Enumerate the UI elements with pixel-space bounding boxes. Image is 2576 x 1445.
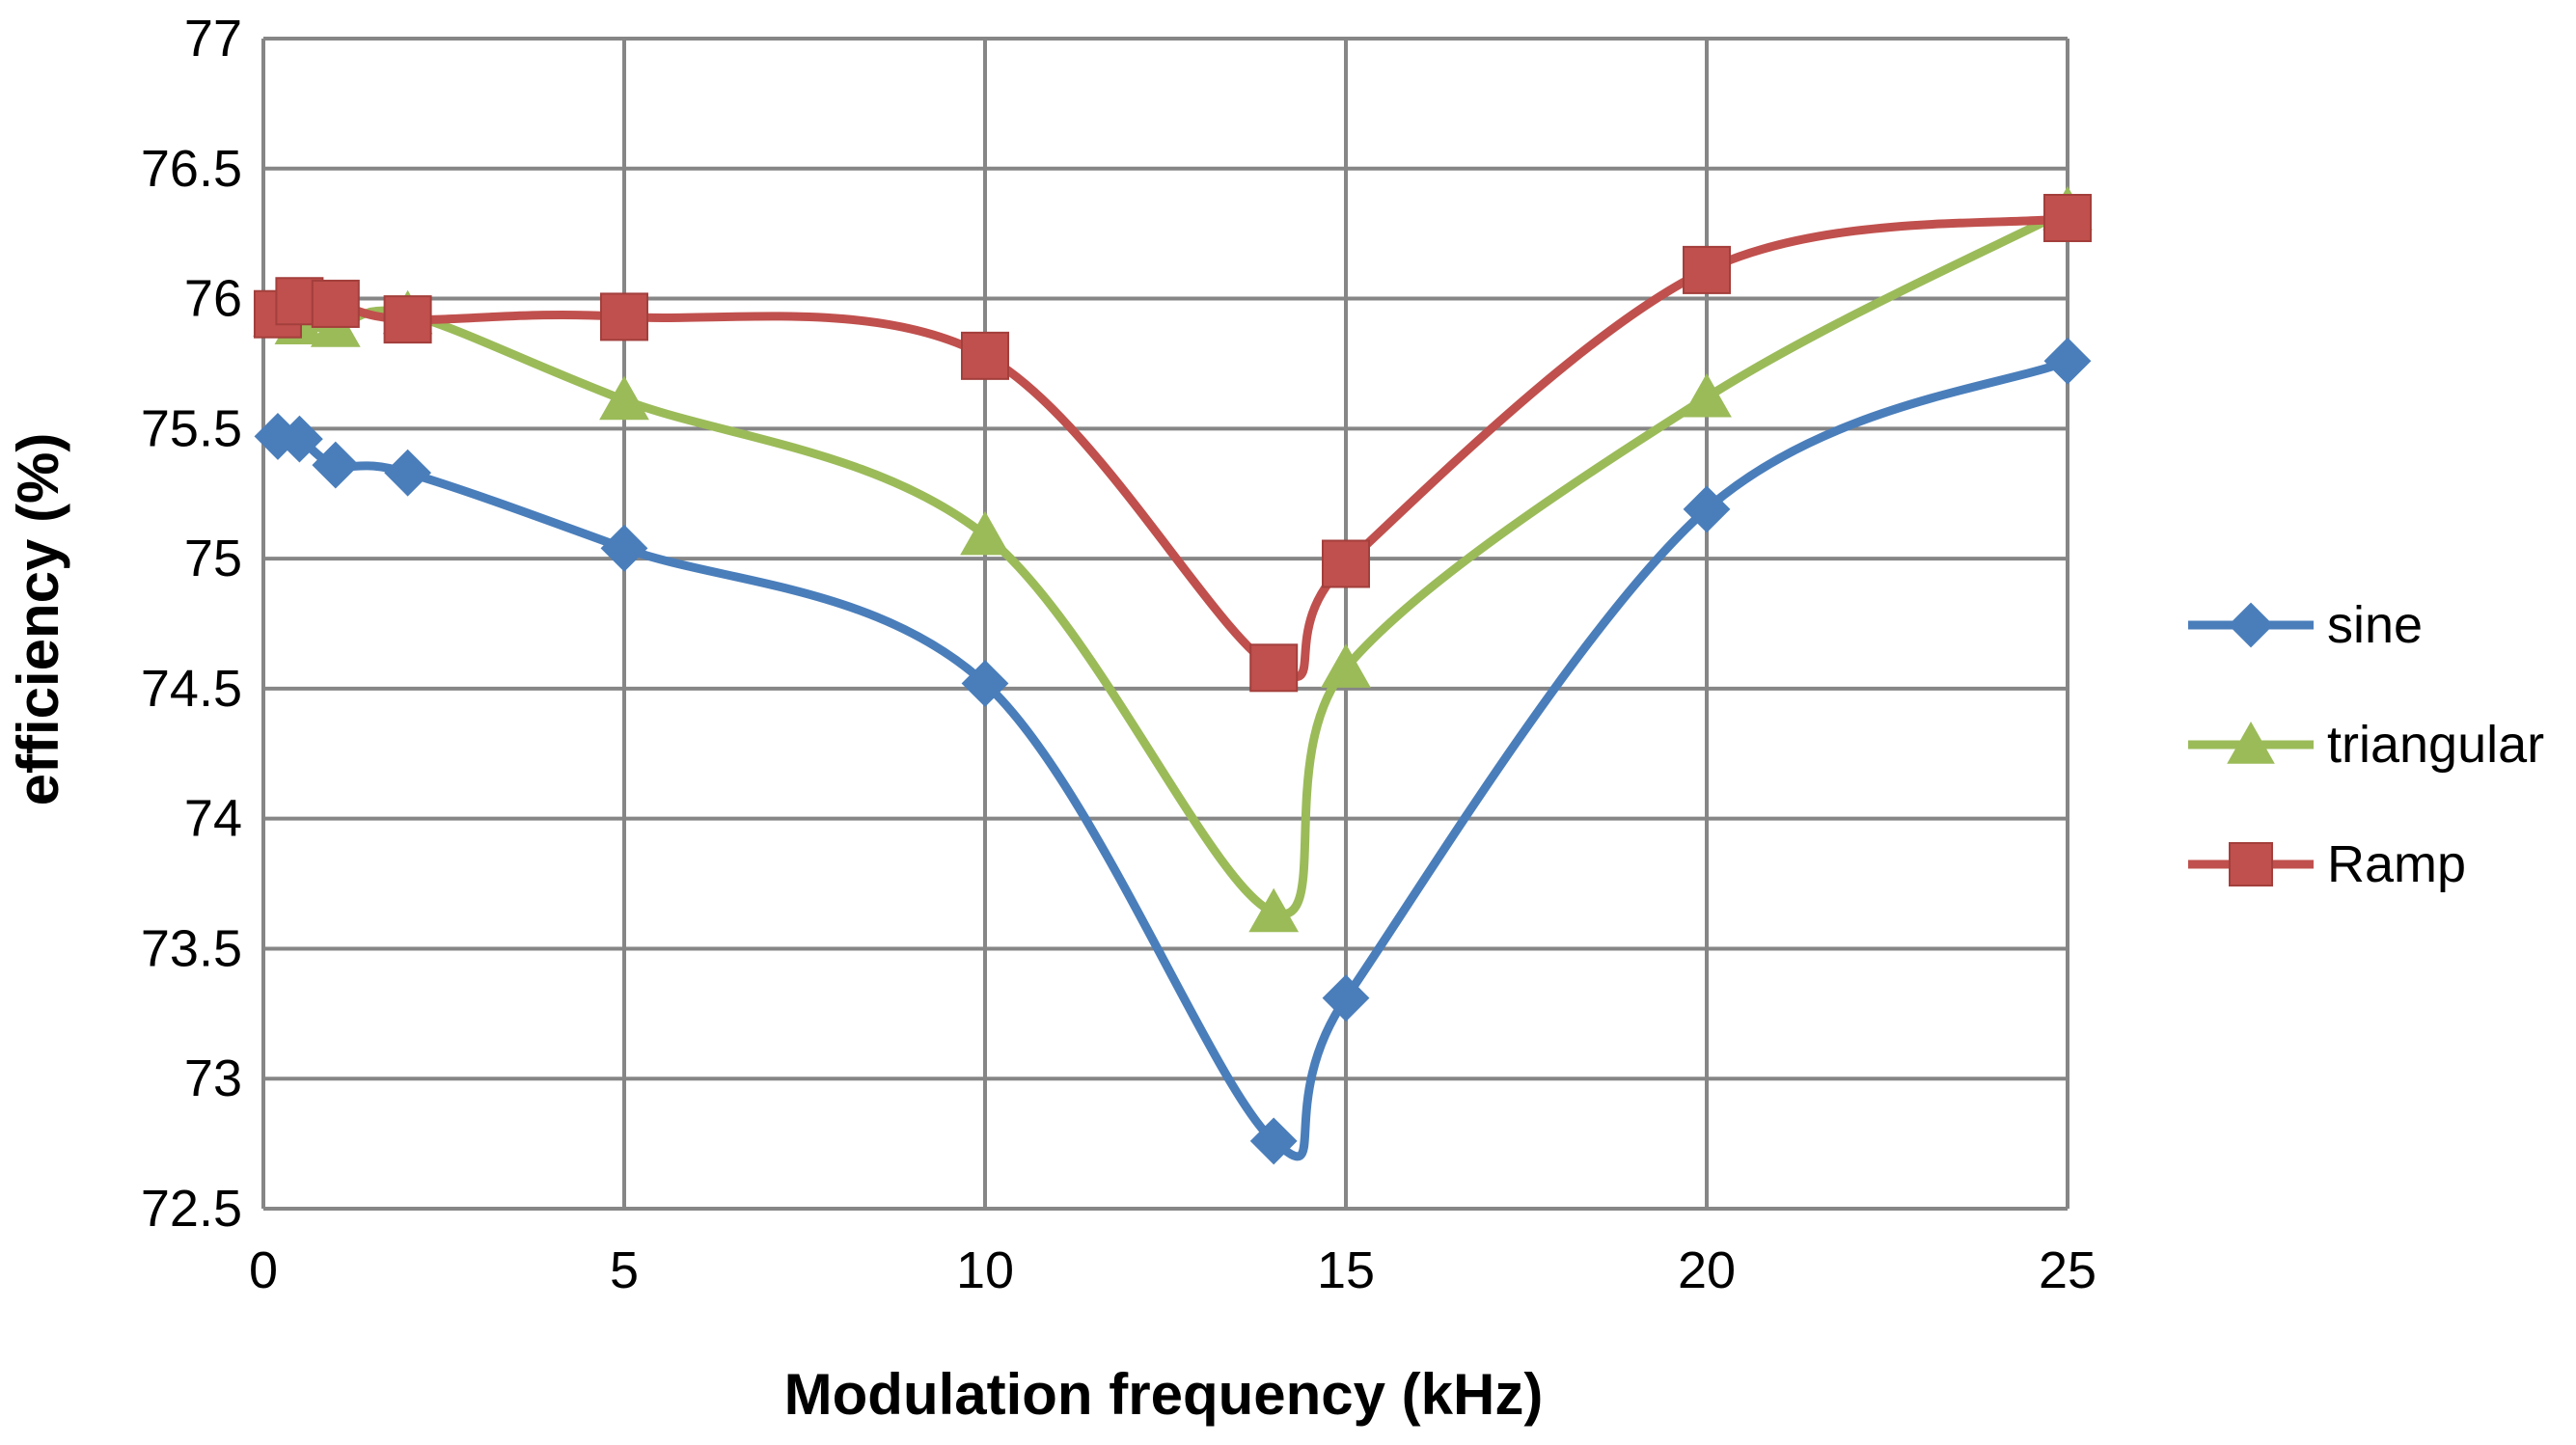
x-tick-label: 25 xyxy=(2039,1241,2096,1299)
x-tick-label: 10 xyxy=(956,1241,1014,1299)
y-tick-label: 74.5 xyxy=(141,660,242,718)
y-tick-label: 76.5 xyxy=(141,140,242,198)
x-tick-label: 15 xyxy=(1317,1241,1375,1299)
data-point-sine xyxy=(2043,337,2092,385)
data-point-triangular xyxy=(1248,887,1300,933)
series-line-sine xyxy=(273,356,2072,1161)
data-point-triangular xyxy=(599,375,649,421)
data-point-sine xyxy=(600,524,648,572)
series-line-ramp xyxy=(273,213,2072,682)
y-tick-label: 75.5 xyxy=(141,399,242,457)
y-tick-label: 73 xyxy=(184,1050,242,1107)
data-point-ramp xyxy=(1322,539,1370,588)
legend: sine triangular Ramp xyxy=(2188,596,2544,893)
data-point-ramp xyxy=(383,295,432,344)
data-point-triangular xyxy=(1682,372,1732,418)
data-point-ramp xyxy=(1683,245,1731,294)
data-point-ramp xyxy=(961,331,1009,380)
x-tick-label: 20 xyxy=(1678,1241,1736,1299)
data-point-triangular xyxy=(960,510,1010,556)
y-tick-label: 75 xyxy=(184,530,242,587)
legend-item-ramp: Ramp xyxy=(2188,835,2466,893)
y-tick-label: 73.5 xyxy=(141,919,242,977)
data-point-ramp xyxy=(600,292,648,341)
x-tick-label: 5 xyxy=(610,1241,639,1299)
legend-label: sine xyxy=(2327,596,2423,654)
data-point-sine xyxy=(312,441,360,489)
data-markers xyxy=(253,185,2093,1165)
legend-marker xyxy=(2229,842,2273,886)
legend-marker xyxy=(2227,721,2275,764)
legend-label: triangular xyxy=(2327,716,2544,774)
data-point-ramp xyxy=(311,279,360,328)
legend-item-triangular: triangular xyxy=(2188,716,2544,774)
x-axis-title: Modulation frequency (kHz) xyxy=(784,1362,1544,1427)
data-point-sine xyxy=(1249,1117,1298,1165)
data-point-sine xyxy=(1683,485,1731,533)
y-tick-label: 72.5 xyxy=(141,1180,242,1238)
y-tick-label: 77 xyxy=(184,10,242,68)
legend-item-sine: sine xyxy=(2188,596,2423,654)
y-axis-title: efficiency (%) xyxy=(6,433,70,806)
x-tick-label: 0 xyxy=(249,1241,278,1299)
data-point-sine xyxy=(1322,974,1370,1022)
data-point-sine xyxy=(384,449,432,497)
tick-labels: 72.5 73 73.5 74 74.5 75 75.5 76 76.5 77 0 5 10 15 20 25 xyxy=(141,10,2096,1299)
legend-marker xyxy=(2228,602,2274,648)
series-lines xyxy=(273,205,2072,1161)
y-tick-label: 76 xyxy=(184,270,242,328)
data-point-triangular xyxy=(1321,643,1371,688)
grid-lines xyxy=(261,37,2069,1211)
data-point-sine xyxy=(961,660,1009,707)
axes xyxy=(261,39,2068,1211)
legend-label: Ramp xyxy=(2327,835,2466,893)
data-point-sine xyxy=(275,415,323,463)
data-point-ramp xyxy=(1249,643,1299,693)
data-point-ramp xyxy=(2043,193,2092,242)
y-tick-label: 74 xyxy=(184,790,242,848)
